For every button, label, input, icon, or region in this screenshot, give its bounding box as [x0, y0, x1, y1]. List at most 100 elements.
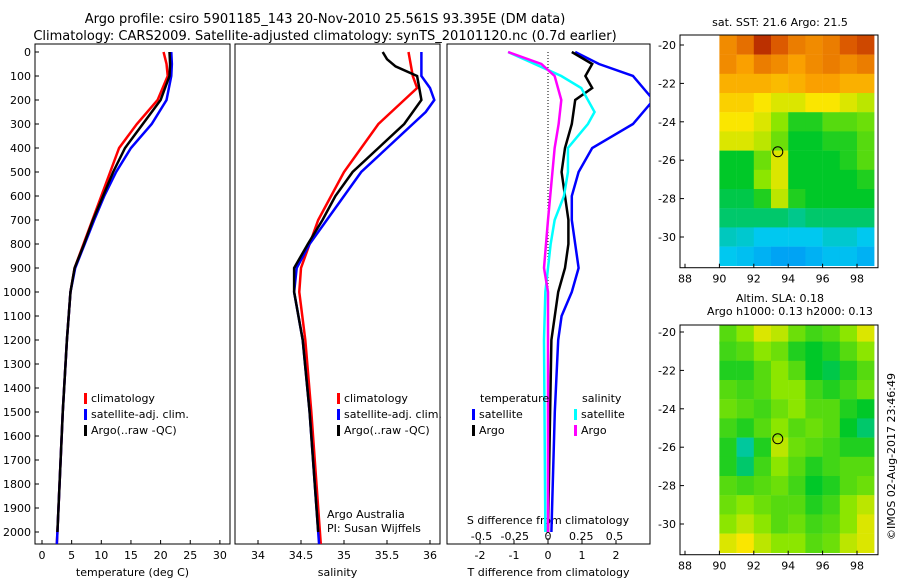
- map-cell: [719, 325, 737, 345]
- map-cell: [839, 73, 858, 94]
- map-cell: [857, 341, 875, 361]
- map-cell: [822, 189, 840, 209]
- map-cell: [857, 456, 875, 477]
- x-axis-label: temperature (deg C): [76, 566, 189, 579]
- map-cell: [788, 150, 806, 170]
- map-cell: [771, 380, 789, 400]
- map-cell: [788, 169, 806, 190]
- map-cell: [736, 189, 754, 209]
- map-cell: [805, 150, 823, 170]
- map-cell: [857, 418, 875, 438]
- series-t-argo: [546, 50, 594, 533]
- map-cell: [788, 189, 806, 209]
- map-cell: [839, 93, 858, 113]
- map-cell: [736, 476, 754, 496]
- map-cell: [805, 476, 823, 496]
- map-cell: [736, 35, 754, 55]
- map-cell: [839, 437, 858, 457]
- map-cell: [805, 495, 823, 515]
- legend-swatch: [574, 425, 577, 436]
- x-tick-label: -2: [475, 549, 486, 562]
- y-tick-label: 300: [10, 118, 31, 131]
- x-tick-label: 0: [545, 549, 552, 562]
- map-cell: [857, 150, 875, 170]
- map-cell: [719, 189, 737, 209]
- x-axis-label: T difference from climatology: [467, 566, 630, 579]
- map-cell: [736, 131, 754, 151]
- map-cell: [753, 150, 772, 170]
- map-cell: [788, 533, 806, 553]
- map-cell: [736, 456, 754, 477]
- map-y-tick-label: -30: [658, 518, 676, 531]
- map-cell: [805, 54, 823, 74]
- y-tick-label: 1600: [3, 430, 31, 443]
- map-cell: [788, 418, 806, 438]
- map-cell: [839, 169, 858, 190]
- map-cell: [719, 476, 737, 496]
- map-cell: [736, 495, 754, 515]
- map-y-tick-label: -28: [658, 193, 676, 206]
- map-cell: [788, 325, 806, 345]
- map-cell: [805, 418, 823, 438]
- legend-label: satellite-adj. clim.: [344, 408, 442, 421]
- map-cell: [771, 35, 789, 55]
- map-cell: [822, 169, 840, 190]
- x-tick-label: 10: [94, 549, 108, 562]
- legend-swatch: [84, 393, 87, 404]
- map-cell: [719, 341, 737, 361]
- map-cell: [839, 131, 858, 151]
- map-cell: [857, 227, 875, 247]
- map-x-tick-label: 98: [850, 560, 864, 573]
- map-cell: [736, 93, 754, 113]
- map-cell: [753, 54, 772, 74]
- y-tick-label: 1100: [3, 310, 31, 323]
- map-cell: [788, 495, 806, 515]
- legend-swatch: [472, 409, 475, 420]
- map-cell: [719, 533, 737, 553]
- map-cell: [753, 112, 772, 132]
- y-tick-label: 2000: [3, 526, 31, 539]
- map-cell: [822, 131, 840, 151]
- map-cell: [805, 514, 823, 534]
- map-cell: [857, 189, 875, 209]
- map-cell: [805, 208, 823, 228]
- y-tick-label: 900: [10, 262, 31, 275]
- map-cell: [822, 73, 840, 94]
- map-cell: [753, 131, 772, 151]
- map-x-tick-label: 88: [678, 273, 692, 286]
- map-cell: [771, 456, 789, 477]
- map-cell: [805, 341, 823, 361]
- map-cell: [822, 514, 840, 534]
- map-cell: [736, 73, 754, 94]
- y-tick-label: 1700: [3, 454, 31, 467]
- map-y-tick-label: -22: [658, 364, 676, 377]
- panel-frame-1: [234, 43, 441, 545]
- map-cell: [857, 131, 875, 151]
- series-climatology: [298, 51, 419, 544]
- map-cell: [719, 35, 737, 55]
- map-cell: [771, 208, 789, 228]
- map-x-tick-label: 96: [816, 273, 830, 286]
- map-cell: [753, 476, 772, 496]
- map-cell: [771, 112, 789, 132]
- map-cell: [822, 418, 840, 438]
- map-cell: [857, 93, 875, 113]
- map-cell: [822, 325, 840, 345]
- map-x-tick-label: 90: [712, 273, 726, 286]
- map-cell: [839, 514, 858, 534]
- map-cell: [839, 341, 858, 361]
- map-cell: [753, 341, 772, 361]
- map-cell: [719, 380, 737, 400]
- map-frame-1: [679, 324, 879, 556]
- map-cell: [788, 399, 806, 419]
- map-cell: [719, 246, 737, 266]
- argo-location-marker: [772, 146, 784, 158]
- map-cell: [822, 227, 840, 247]
- map-cell: [753, 456, 772, 477]
- x-tick-label: 35.5: [375, 549, 400, 562]
- map-cell: [822, 533, 840, 553]
- legend-label: Argo: [581, 424, 607, 437]
- map-cell: [771, 418, 789, 438]
- map-cell: [788, 514, 806, 534]
